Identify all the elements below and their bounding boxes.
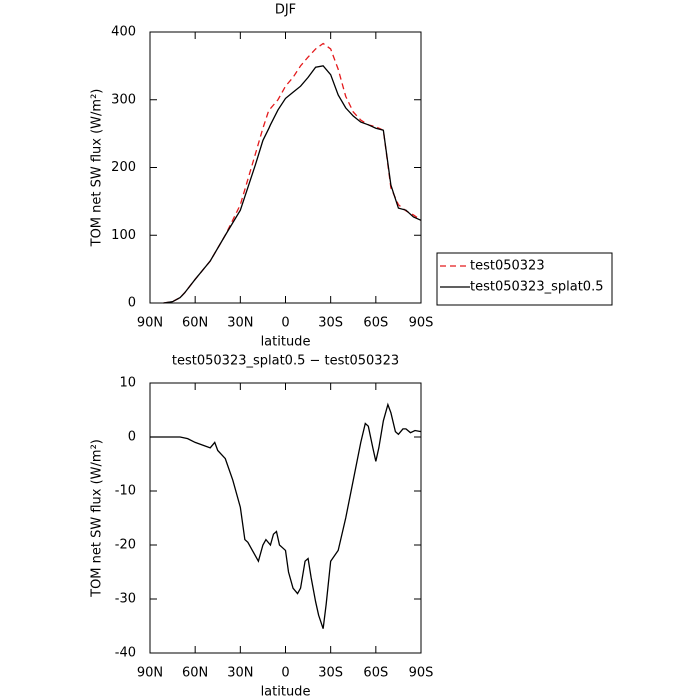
x-tick-label: 30S bbox=[318, 666, 343, 681]
x-tick-label: 30N bbox=[227, 316, 253, 331]
y-tick-label: -40 bbox=[115, 646, 136, 661]
x-tick-label: 90N bbox=[137, 666, 163, 681]
y-axis-label: TOM net SW flux (W/m²) bbox=[90, 439, 105, 598]
y-tick-label: -10 bbox=[115, 484, 136, 499]
x-tick-label: 60N bbox=[182, 316, 208, 331]
y-tick-label: 100 bbox=[111, 228, 136, 243]
legend-label: test050323 bbox=[470, 259, 545, 274]
x-tick-label: 60N bbox=[182, 666, 208, 681]
y-tick-label: 10 bbox=[119, 376, 136, 391]
y-tick-label: -20 bbox=[115, 538, 136, 553]
data-line bbox=[163, 65, 422, 304]
x-tick-label: 30S bbox=[318, 316, 343, 331]
x-tick-label: 0 bbox=[281, 666, 289, 681]
y-tick-label: 0 bbox=[128, 430, 136, 445]
y-tick-label: 0 bbox=[128, 296, 136, 311]
x-axis-label: latitude bbox=[261, 685, 311, 700]
x-tick-label: 0 bbox=[281, 316, 289, 331]
x-tick-label: 90N bbox=[137, 316, 163, 331]
y-tick-label: 300 bbox=[111, 92, 136, 107]
x-tick-label: 90S bbox=[409, 316, 434, 331]
y-tick-label: 200 bbox=[111, 160, 136, 175]
x-tick-label: 60S bbox=[363, 666, 388, 681]
chart-title: DJF bbox=[275, 3, 296, 18]
chart-title: test050323_splat0.5 − test050323 bbox=[172, 354, 399, 369]
legend-label: test050323_splat0.5 bbox=[470, 280, 603, 295]
y-tick-label: 400 bbox=[111, 25, 136, 40]
y-axis-label: TOM net SW flux (W/m²) bbox=[90, 89, 105, 248]
legend-box bbox=[436, 252, 613, 306]
data-line bbox=[150, 402, 422, 629]
x-tick-label: 90S bbox=[409, 666, 434, 681]
x-axis-label: latitude bbox=[261, 335, 311, 350]
x-tick-label: 60S bbox=[363, 316, 388, 331]
plot-frame bbox=[149, 382, 422, 654]
data-line bbox=[163, 42, 422, 304]
y-tick-label: -30 bbox=[115, 592, 136, 607]
plot-frame bbox=[149, 31, 422, 304]
x-tick-label: 30N bbox=[227, 666, 253, 681]
